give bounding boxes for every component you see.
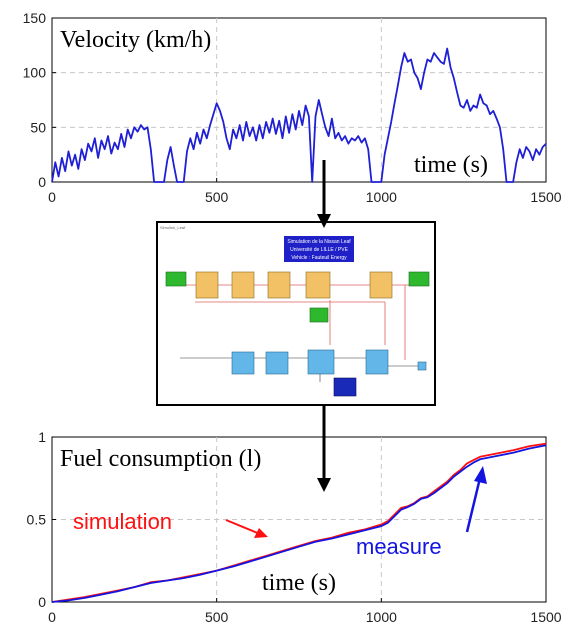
fuel-series — [51, 442, 547, 603]
measure-callout-arrow — [465, 477, 482, 533]
arrow-head-1-icon — [317, 214, 331, 228]
velocity-ytick-0: 0 — [38, 174, 46, 190]
legend-measure-label: measure — [356, 534, 442, 559]
fuel-ticks: 0 500 1000 1500 0 0.5 1 — [27, 429, 562, 625]
fuel-xtick-1: 500 — [205, 609, 229, 625]
diagram-title-line-1: Simulation de la Nissan Leaf — [287, 239, 351, 245]
velocity-series-line-0 — [51, 47, 547, 183]
simulation-callout-arrow — [225, 519, 261, 535]
diagram-block-orange-1 — [195, 271, 219, 299]
measure-callout-arrowhead-icon — [474, 466, 487, 484]
arrow-head-2-icon — [317, 478, 331, 492]
simulink-diagram: Simulink_Leaf Simulation de la Nissan Le… — [156, 221, 436, 406]
simulation-callout-arrowhead-icon — [254, 528, 268, 538]
fuel-ytick-2: 1 — [38, 429, 46, 445]
diagram-block-green-1 — [165, 271, 187, 287]
velocity-xtick-1: 500 — [205, 189, 229, 205]
diagram-title-box — [284, 236, 354, 262]
diagram-block-blue-3 — [307, 349, 335, 375]
fuel-chart: 0 500 1000 1500 0 0.5 1 Fuel consumption (l) t… — [27, 429, 562, 625]
diagram-block-blue-1 — [231, 351, 255, 375]
velocity-plot-area — [51, 17, 547, 183]
fuel-xtick-2: 1000 — [366, 609, 397, 625]
diagram-title-line-2: Université de LILLE / PVE — [290, 247, 348, 253]
velocity-xtick-2: 1000 — [366, 189, 397, 205]
diagram-block-orange-5 — [369, 271, 393, 299]
diagram-block-blue-5 — [417, 361, 427, 371]
velocity-series — [51, 47, 547, 183]
fuel-ylabel: Fuel consumption (l) — [60, 446, 261, 472]
velocity-chart: 0 500 1000 1500 0 50 100 150 Velocity (km/h) ti… — [23, 10, 562, 205]
connector-arrows — [317, 160, 331, 492]
fuel-xtick-0: 0 — [48, 609, 56, 625]
diagram-block-green-3 — [309, 307, 329, 323]
velocity-xtick-0: 0 — [48, 189, 56, 205]
diagram-block-green-2 — [408, 271, 430, 287]
fuel-ytick-1: 0.5 — [27, 512, 47, 528]
velocity-ytick-1: 50 — [30, 119, 46, 135]
diagram-block-orange-4 — [305, 271, 331, 299]
diagram-window-label: Simulink_Leaf — [160, 225, 186, 230]
diagram-block-blue-4 — [365, 349, 389, 375]
fuel-grid — [52, 437, 546, 602]
velocity-ticks: 0 500 1000 1500 0 50 100 150 — [23, 10, 562, 205]
velocity-ytick-2: 100 — [23, 65, 47, 81]
fuel-time-label: time (s) — [262, 570, 336, 596]
velocity-ytick-3: 150 — [23, 10, 47, 26]
fuel-series-line-1 — [51, 444, 547, 603]
fuel-ytick-0: 0 — [38, 594, 46, 610]
velocity-xtick-3: 1500 — [530, 189, 561, 205]
diagram-title-line-3: Vehicle : Fauteuil Energy — [291, 255, 347, 261]
velocity-ylabel: Velocity (km/h) — [60, 27, 211, 53]
diagram-block-orange-3 — [267, 271, 291, 299]
velocity-time-label: time (s) — [414, 152, 488, 178]
diagram-block-blue-2 — [265, 351, 289, 375]
diagram-block-darkblue — [333, 377, 357, 397]
diagram-block-orange-2 — [231, 271, 255, 299]
legend-simulation-label: simulation — [73, 509, 172, 534]
fuel-xtick-3: 1500 — [530, 609, 561, 625]
